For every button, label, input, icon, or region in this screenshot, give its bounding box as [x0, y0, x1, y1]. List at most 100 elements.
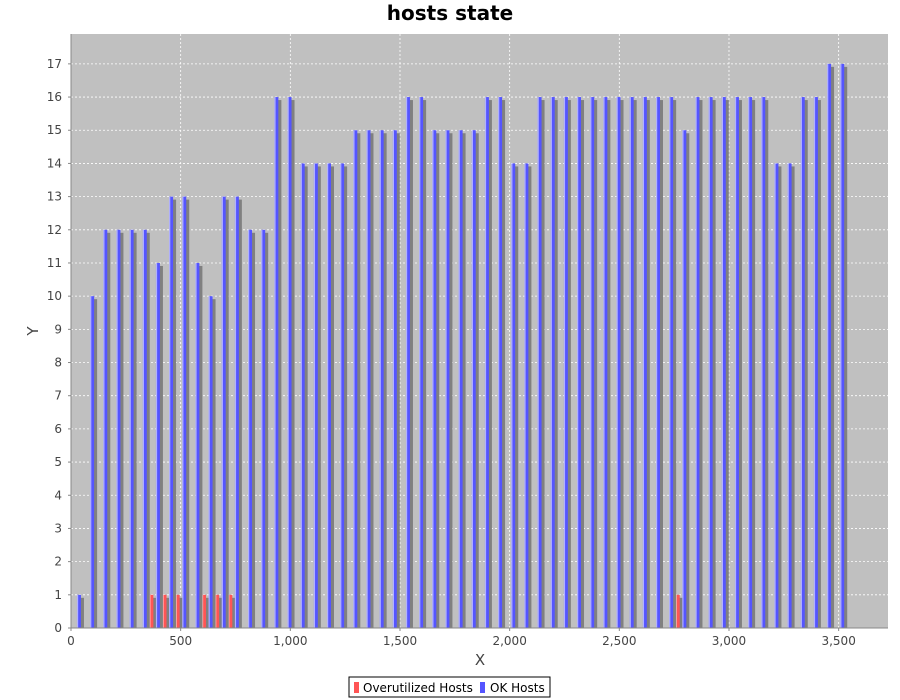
bar-highlight-1-22	[366, 130, 368, 629]
bar-shadow-1-18	[316, 166, 321, 628]
bar-ok-6	[155, 262, 160, 628]
bar-highlight-1-7	[169, 196, 171, 629]
bar-highlight-1-5	[142, 229, 144, 628]
bar-highlight-1-14	[261, 229, 263, 628]
bar-ok-2	[103, 229, 108, 628]
bar-highlight-1-54	[787, 163, 789, 628]
bar-ok-3	[116, 229, 121, 628]
bar-highlight-1-33	[511, 163, 513, 628]
bar-ok-34	[524, 163, 529, 628]
bar-ok-36	[550, 97, 555, 628]
bar-ok-31	[484, 97, 489, 628]
bar-shadow-1-35	[540, 100, 545, 628]
bar-highlight-0-0	[149, 594, 151, 628]
bar-highlight-1-50	[734, 97, 737, 628]
bar-shadow-1-53	[777, 166, 782, 628]
bar-ok-32	[498, 97, 503, 628]
bar-ok-41	[616, 97, 621, 628]
bar-ok-8	[182, 196, 187, 629]
bar-shadow-1-47	[698, 100, 703, 628]
y-tick-label-13: 13	[47, 190, 62, 204]
bar-ok-55	[800, 97, 805, 628]
bar-ok-46	[682, 130, 687, 629]
bar-ok-29	[458, 130, 463, 629]
bar-shadow-0-1	[165, 597, 170, 628]
bar-shadow-1-9	[198, 265, 203, 628]
bar-shadow-1-45	[672, 100, 677, 628]
bar-shadow-1-57	[830, 66, 835, 629]
y-tick-label-3: 3	[54, 521, 62, 535]
bar-shadow-0-3	[204, 597, 209, 628]
bar-highlight-1-0	[76, 594, 79, 628]
bar-overutilized-5	[228, 594, 233, 628]
x-axis-label: X	[475, 651, 485, 669]
bar-shadow-1-0	[79, 597, 84, 628]
bar-highlight-1-43	[642, 97, 645, 628]
bar-overutilized-2	[175, 594, 180, 628]
bar-highlight-1-29	[458, 130, 460, 629]
bar-highlight-1-36	[550, 97, 552, 628]
bar-ok-42	[629, 97, 634, 628]
bar-shadow-1-32	[501, 100, 506, 628]
bar-shadow-1-27	[435, 133, 440, 629]
bar-highlight-1-2	[103, 229, 105, 628]
bar-ok-52	[761, 97, 766, 628]
bar-shadow-1-44	[658, 100, 663, 628]
y-tick-label-5: 5	[54, 455, 62, 469]
bar-shadow-1-56	[816, 100, 821, 628]
bar-ok-33	[511, 163, 516, 628]
bar-shadow-1-34	[527, 166, 532, 628]
y-tick-label-1: 1	[54, 588, 62, 602]
bar-shadow-1-15	[277, 100, 282, 628]
bar-highlight-1-57	[827, 63, 829, 629]
bar-ok-21	[353, 130, 358, 629]
bar-shadow-1-7	[172, 199, 177, 629]
bar-highlight-1-24	[392, 130, 394, 629]
bar-shadow-0-5	[231, 597, 236, 628]
bar-overutilized-3	[201, 594, 206, 628]
bar-shadow-1-10	[211, 299, 216, 628]
y-tick-label-2: 2	[54, 555, 62, 569]
bar-highlight-1-44	[655, 97, 658, 628]
bar-shadow-1-41	[619, 100, 624, 628]
bar-shadow-1-40	[606, 100, 611, 628]
bar-shadow-0-0	[152, 597, 157, 628]
bar-highlight-0-2	[175, 594, 177, 628]
bar-highlight-1-30	[471, 130, 473, 629]
bar-highlight-1-11	[221, 196, 223, 629]
bar-highlight-1-16	[287, 97, 289, 628]
bar-shadow-1-39	[593, 100, 598, 628]
bar-shadow-1-46	[685, 133, 690, 629]
bar-shadow-1-48	[711, 100, 716, 628]
bar-highlight-1-55	[800, 97, 802, 628]
bar-shadow-1-50	[737, 100, 742, 628]
bar-shadow-1-49	[724, 100, 729, 628]
legend-label-ok: OK Hosts	[490, 681, 545, 695]
bar-highlight-1-34	[524, 163, 526, 628]
bar-shadow-0-2	[178, 597, 183, 628]
bar-ok-7	[169, 196, 174, 629]
x-tick-label-6: 3,000	[712, 634, 746, 648]
bar-ok-45	[669, 97, 674, 628]
y-tick-label-10: 10	[47, 289, 62, 303]
x-tick-label-3: 1,500	[383, 634, 417, 648]
bar-highlight-0-4	[215, 594, 217, 628]
bar-shadow-1-38	[580, 100, 585, 628]
bar-ok-53	[774, 163, 779, 628]
legend-swatch-overutilized	[354, 682, 359, 693]
bar-highlight-1-40	[603, 97, 605, 628]
legend-label-overutilized: Overutilized Hosts	[363, 681, 473, 695]
bar-highlight-1-25	[405, 97, 408, 628]
bar-highlight-1-27	[432, 130, 434, 629]
bar-ok-9	[195, 262, 200, 628]
bar-ok-27	[432, 130, 437, 629]
bar-highlight-1-19	[327, 163, 329, 628]
bar-ok-57	[827, 63, 832, 629]
bar-ok-39	[590, 97, 595, 628]
bar-highlight-1-37	[563, 97, 566, 628]
bar-highlight-1-21	[353, 130, 355, 629]
bar-highlight-0-6	[675, 594, 677, 628]
y-axis-label: Y	[24, 326, 42, 337]
x-tick-label-7: 3,500	[821, 634, 855, 648]
